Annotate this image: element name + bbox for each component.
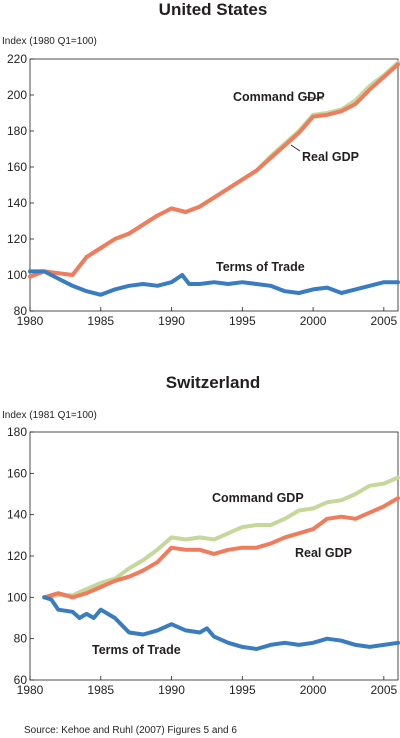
ch-x-tick-label: 1995: [229, 683, 256, 697]
ch-label-terms-of-trade: Terms of Trade: [92, 643, 181, 657]
us-x-tick-label: 2000: [300, 314, 327, 328]
us-x-tick-label: 1985: [87, 314, 114, 328]
us-y-tick-label: 80: [14, 304, 28, 318]
us-y-tick-label: 220: [7, 52, 27, 66]
ch-x-tick-label: 1990: [158, 683, 185, 697]
us-series-terms-of-trade: [28, 269, 400, 297]
ch-axis-ticks: 60 80 100 120 140 160 180 1980 1985 1990 1995 2000 2…: [7, 425, 398, 697]
ch-y-tick-label: 60: [14, 673, 28, 687]
us-y-tick-label: 100: [7, 268, 27, 282]
us-real-gdp-leader: [290, 144, 301, 152]
us-x-tick-label: 1995: [229, 314, 256, 328]
ch-y-tick-label: 100: [7, 590, 27, 604]
ch-x-tick-label: 1980: [17, 683, 44, 697]
ch-series-lines: [42, 475, 400, 651]
switzerland-chart: Switzerland Index (1981 Q1=100) 60 80 100 1…: [2, 373, 400, 697]
ch-y-tick-label: 180: [7, 425, 27, 439]
ch-x-tick-label: 1985: [87, 683, 114, 697]
ch-series-real-gdp: [42, 496, 400, 600]
ch-label-real-gdp: Real GDP: [295, 546, 352, 560]
ch-y-tick-label: 80: [14, 632, 28, 646]
ch-x-tick-label: 2005: [370, 683, 397, 697]
us-label-terms-of-trade: Terms of Trade: [216, 260, 305, 274]
us-y-tick-label: 200: [7, 88, 27, 102]
us-plot-frame: [29, 58, 399, 312]
ch-y-tick-label: 120: [7, 549, 27, 563]
us-command-gdp-leader: [303, 96, 324, 100]
source-note: Source: Kehoe and Ruhl (2007) Figures 5 …: [24, 725, 237, 736]
us-y-tick-label: 120: [7, 232, 27, 246]
us-x-tick-label: 1990: [158, 314, 185, 328]
us-series-lines: [28, 60, 400, 297]
ch-series-command-gdp: [42, 475, 400, 600]
ch-series-terms-of-trade: [42, 595, 400, 651]
us-label-command-gdp: Command GDP: [233, 90, 325, 104]
ch-y-axis-label: Index (1981 Q1=100): [2, 410, 97, 421]
ch-x-tick-label: 2000: [300, 683, 327, 697]
us-chart-title: United States: [159, 0, 268, 19]
us-y-tick-label: 180: [7, 124, 27, 138]
us-y-tick-label: 160: [7, 160, 27, 174]
us-series-command-gdp: [28, 60, 400, 279]
ch-y-tick-label: 140: [7, 508, 27, 522]
us-chart: United States Index (1980 Q1=100) 80 100 1…: [2, 0, 400, 328]
ch-label-command-gdp: Command GDP: [212, 491, 304, 505]
us-x-tick-label: 1980: [17, 314, 44, 328]
ch-chart-title: Switzerland: [166, 373, 260, 392]
us-x-tick-label: 2005: [370, 314, 397, 328]
us-series-real-gdp: [28, 62, 400, 279]
us-label-real-gdp: Real GDP: [302, 150, 359, 164]
ch-y-tick-label: 160: [7, 466, 27, 480]
us-y-tick-label: 140: [7, 196, 27, 210]
us-axis-ticks: 80 100 120 140 160 180 200 220 1980 1985 1990 1995 2…: [7, 52, 398, 328]
us-y-axis-label: Index (1980 Q1=100): [2, 36, 97, 47]
